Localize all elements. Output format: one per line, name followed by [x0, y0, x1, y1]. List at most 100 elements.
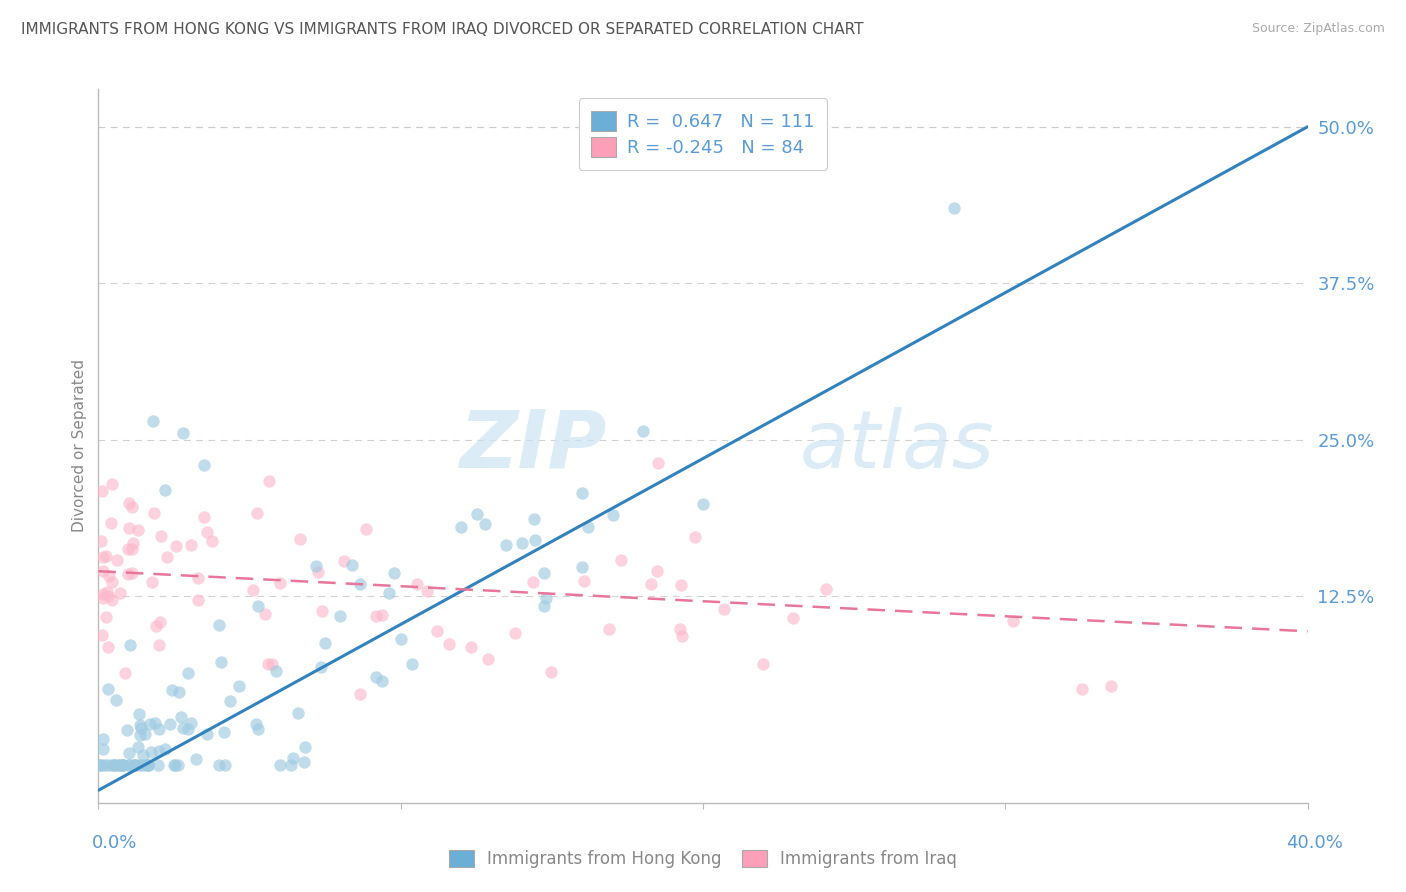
Point — [90, 534, 112, 549]
Point — [94, 609, 117, 624]
Point — [228, 679, 250, 693]
Point — [576, 520, 599, 534]
Y-axis label: Divorced or Separated: Divorced or Separated — [72, 359, 87, 533]
Point — [669, 622, 692, 636]
Point — [118, 496, 141, 510]
Point — [129, 721, 152, 735]
Point — [87, 758, 110, 772]
Point — [669, 578, 692, 592]
Point — [522, 574, 544, 589]
Point — [208, 758, 231, 772]
Point — [208, 618, 231, 632]
Point — [180, 715, 202, 730]
Point — [139, 717, 162, 731]
Point — [598, 622, 620, 636]
Point — [342, 558, 364, 572]
Point — [269, 758, 291, 772]
Point — [121, 566, 143, 581]
Point — [314, 636, 336, 650]
Point — [104, 693, 127, 707]
Point — [477, 652, 499, 666]
Point — [242, 583, 264, 598]
Point — [89, 758, 111, 772]
Point — [148, 639, 170, 653]
Point — [155, 741, 177, 756]
Text: IMMIGRANTS FROM HONG KONG VS IMMIGRANTS FROM IRAQ DIVORCED OR SEPARATED CORRELAT: IMMIGRANTS FROM HONG KONG VS IMMIGRANTS … — [21, 22, 863, 37]
Point — [253, 607, 276, 621]
Point — [187, 571, 209, 585]
Point — [98, 569, 121, 583]
Point — [245, 717, 267, 731]
Point — [574, 574, 596, 588]
Point — [100, 516, 122, 530]
Point — [156, 549, 179, 564]
Point — [121, 500, 143, 514]
Point — [94, 758, 117, 772]
Point — [93, 742, 115, 756]
Point — [195, 525, 218, 540]
Point — [533, 566, 555, 580]
Text: Source: ZipAtlas.com: Source: ZipAtlas.com — [1251, 22, 1385, 36]
Point — [122, 758, 145, 772]
Point — [149, 528, 172, 542]
Point — [128, 758, 150, 772]
Point — [247, 722, 270, 736]
Point — [149, 615, 172, 629]
Point — [177, 665, 200, 680]
Point — [134, 727, 156, 741]
Point — [118, 758, 141, 772]
Point — [610, 553, 633, 567]
Point — [523, 511, 546, 525]
Point — [533, 599, 555, 613]
Point — [167, 685, 190, 699]
Point — [752, 657, 775, 671]
Point — [128, 718, 150, 732]
Point — [166, 758, 188, 772]
Point — [97, 589, 120, 603]
Point — [193, 510, 215, 524]
Point — [127, 523, 149, 537]
Point — [136, 758, 159, 772]
Point — [671, 630, 693, 644]
Point — [148, 723, 170, 737]
Point — [97, 758, 120, 772]
Point — [136, 758, 159, 772]
Point — [105, 553, 128, 567]
Point — [97, 640, 120, 655]
Point — [474, 517, 496, 532]
Point — [120, 639, 142, 653]
Point — [103, 758, 125, 772]
Point — [329, 609, 352, 624]
Point — [136, 758, 159, 772]
Point — [382, 566, 405, 580]
Point — [122, 758, 145, 772]
Point — [1001, 615, 1024, 629]
Point — [269, 575, 291, 590]
Point — [571, 560, 593, 574]
Point — [122, 535, 145, 549]
Point — [683, 530, 706, 544]
Point — [91, 549, 114, 564]
Point — [96, 584, 118, 599]
Point — [495, 538, 517, 552]
Point — [349, 577, 371, 591]
Point — [91, 564, 114, 578]
Point — [124, 758, 146, 772]
Point — [114, 666, 136, 681]
Point — [534, 591, 557, 605]
Point — [287, 706, 309, 720]
Point — [121, 542, 143, 557]
Text: ZIP: ZIP — [458, 407, 606, 485]
Point — [103, 758, 125, 772]
Point — [640, 577, 662, 591]
Point — [91, 591, 114, 606]
Point — [141, 575, 163, 590]
Point — [101, 575, 124, 590]
Point — [311, 604, 333, 618]
Point — [100, 477, 122, 491]
Point — [100, 758, 122, 772]
Point — [118, 746, 141, 760]
Point — [105, 758, 128, 772]
Point — [117, 521, 139, 535]
Point — [257, 475, 280, 489]
